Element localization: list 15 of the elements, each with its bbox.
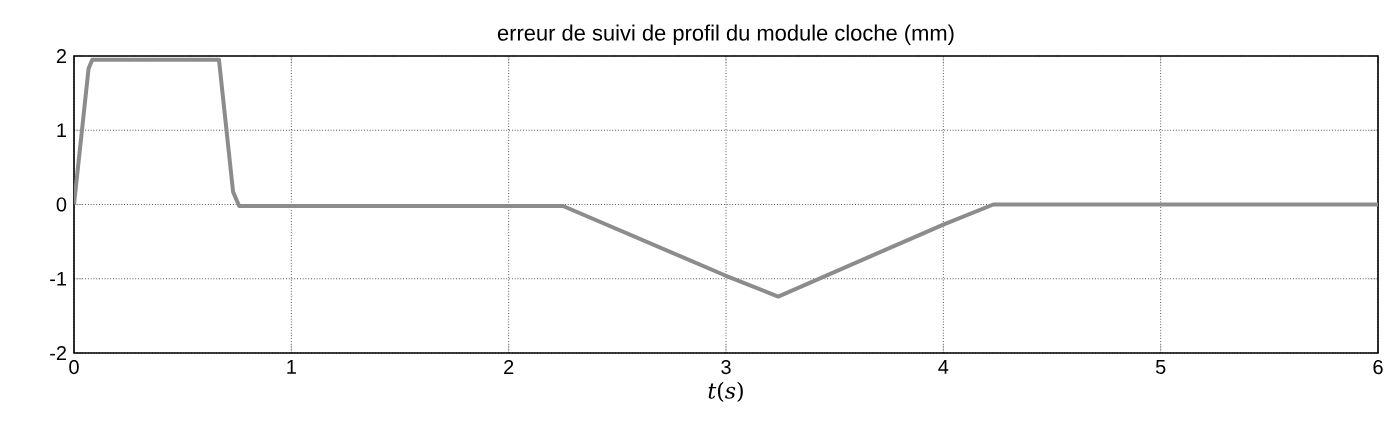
y-tick-label: 0	[56, 197, 67, 212]
line-series	[74, 57, 1378, 299]
x-tick-label: 5	[1155, 360, 1166, 374]
x-tick-label: 6	[1373, 360, 1383, 375]
x-tick-label: 3	[721, 360, 731, 375]
x-tick-label: 2	[504, 360, 514, 374]
y-tick-label: 2	[56, 49, 66, 63]
x-tick-label: 0	[69, 360, 79, 375]
x-tick-label: 1	[287, 360, 296, 374]
y-tick-label: -1	[50, 271, 67, 286]
y-tick-label: -2	[50, 346, 66, 360]
x-axis-title: t(s)	[708, 381, 743, 402]
x-tick-label: 4	[938, 360, 949, 374]
y-tick-label: 1	[57, 123, 67, 138]
chart-title: erreur de suivi de profil du module cloche (mm)	[497, 24, 954, 45]
